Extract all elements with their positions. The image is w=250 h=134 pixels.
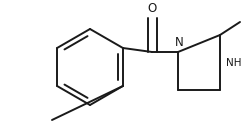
Text: N: N [174,36,184,49]
Text: O: O [148,3,156,16]
Text: NH: NH [226,58,242,68]
